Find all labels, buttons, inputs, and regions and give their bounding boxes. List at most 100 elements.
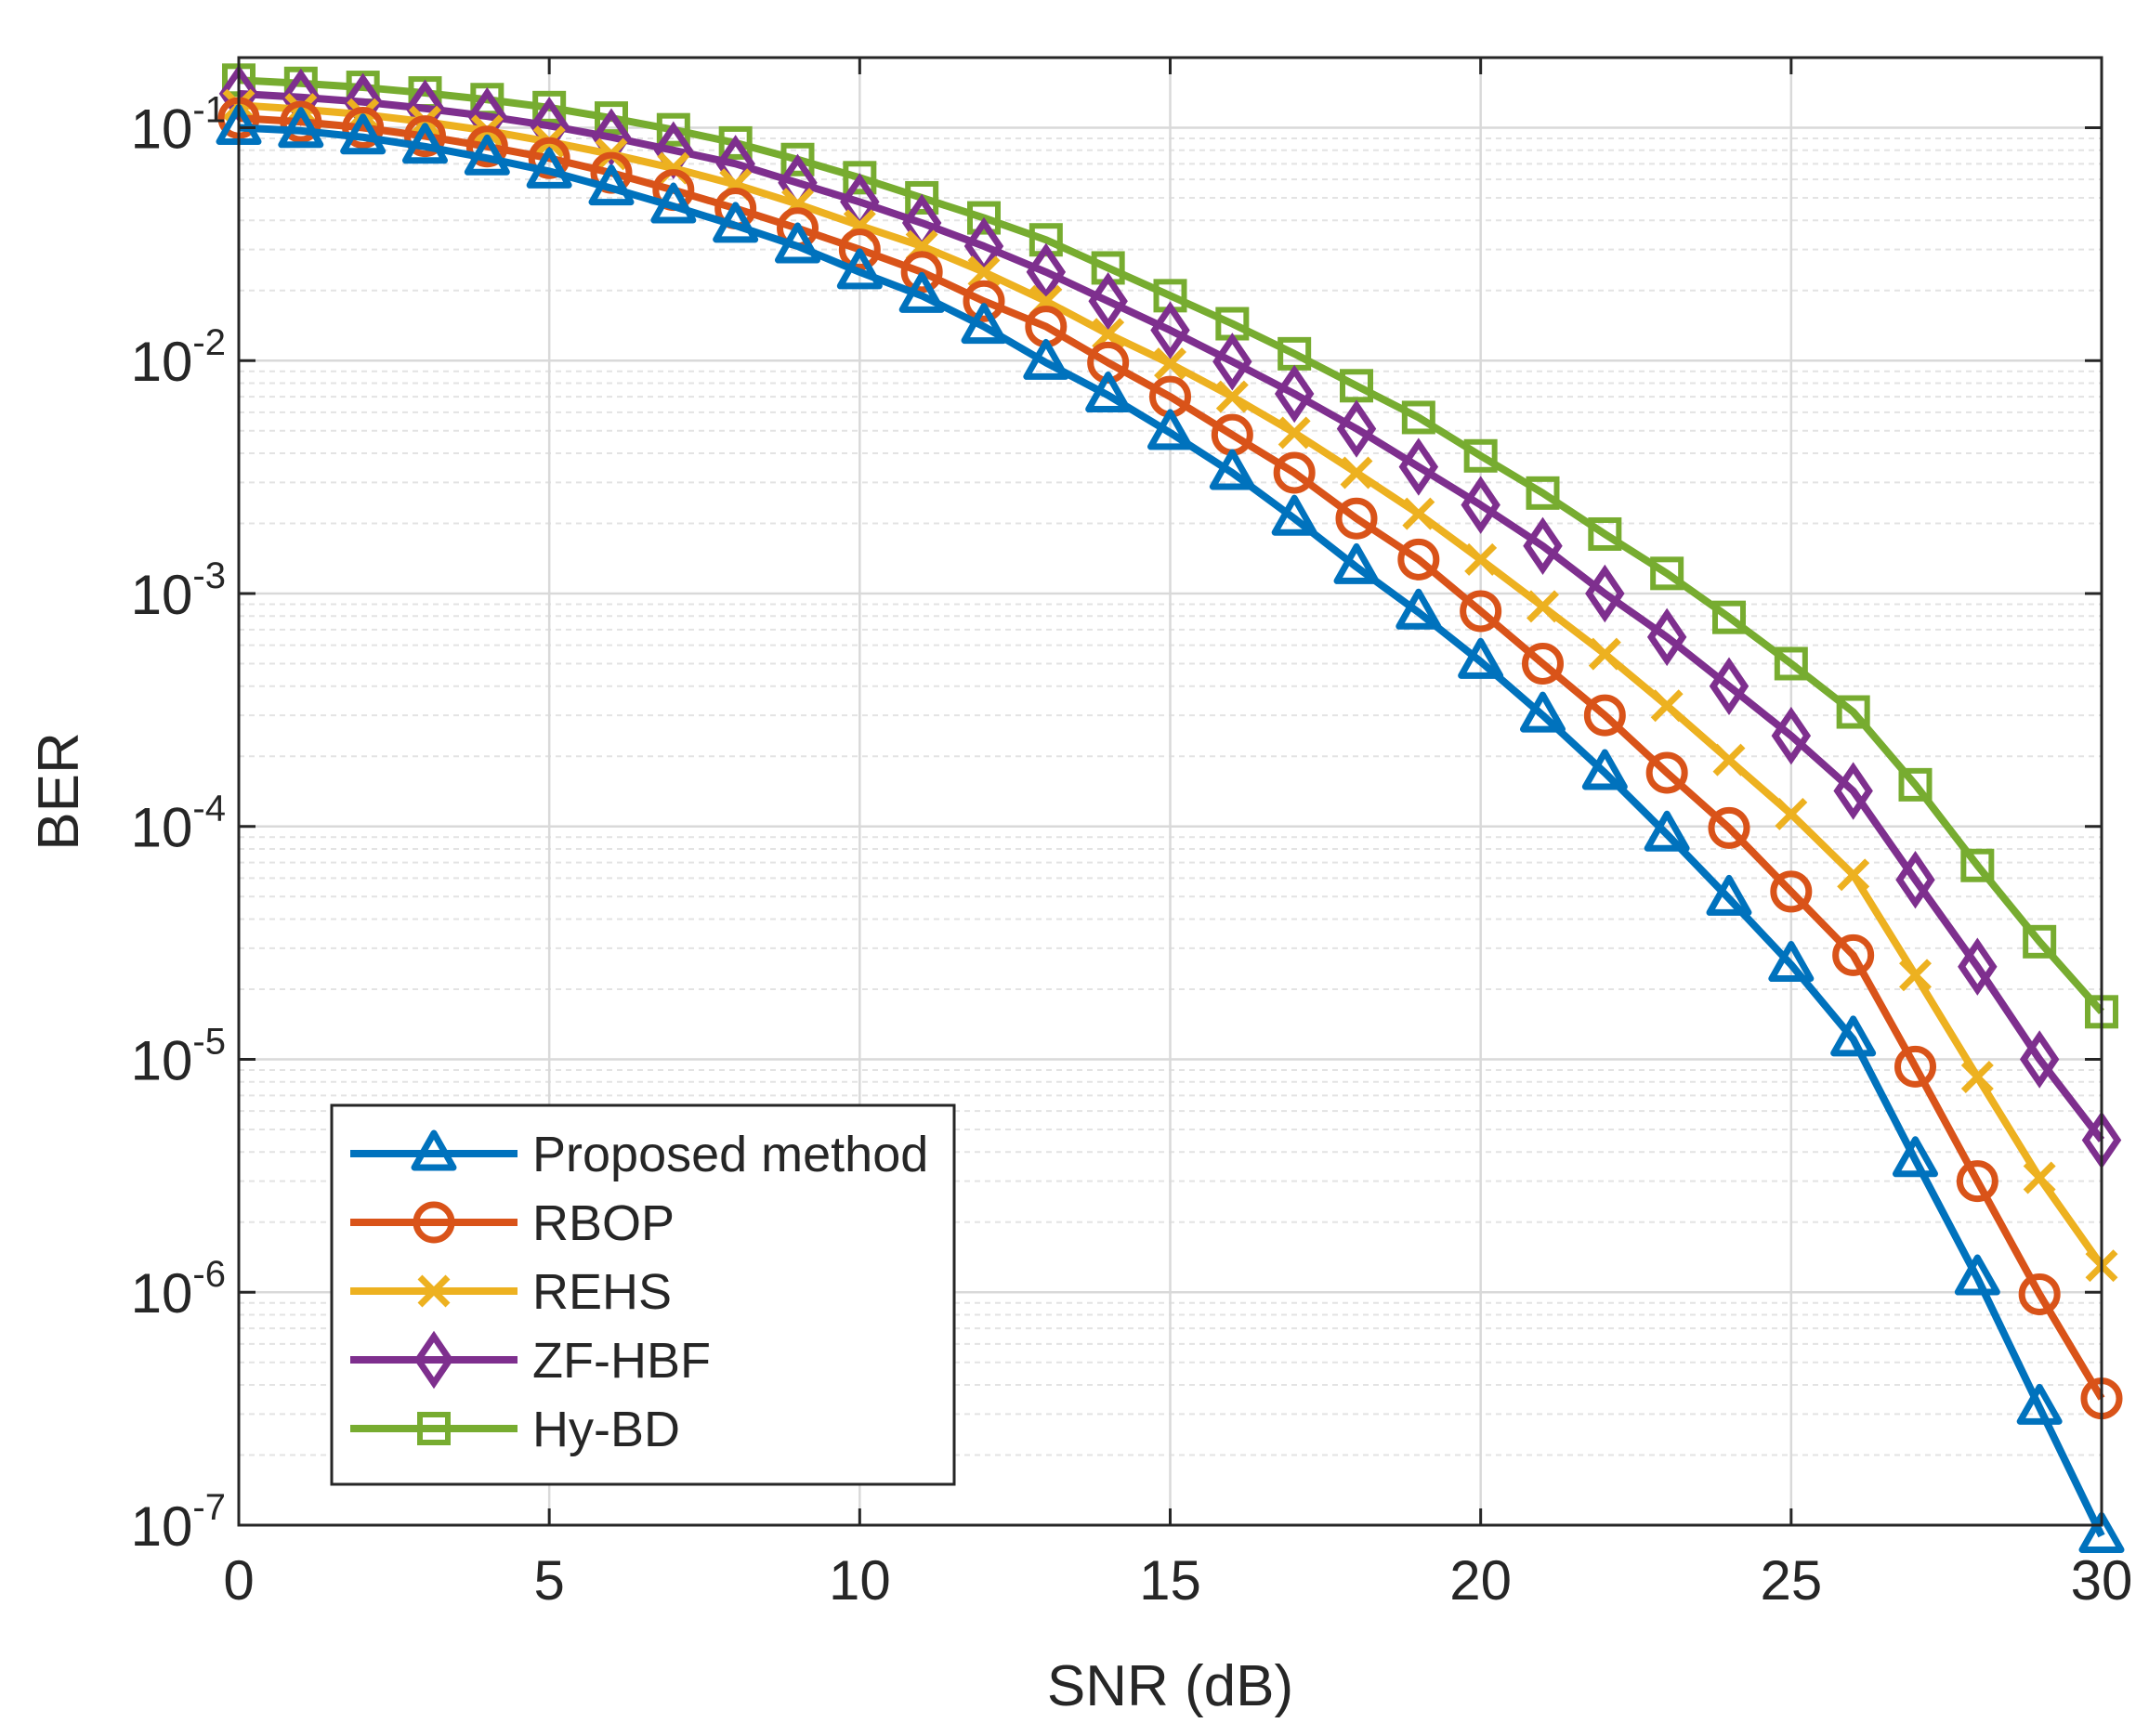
data-point-proposed-method [526,147,572,189]
legend-marker-zf-hbf [413,1330,454,1390]
data-point-rbop [465,125,508,168]
series-line-rbop [238,114,2105,1401]
data-point-rbop [1273,451,1316,494]
legend-entry-hy-bd: Hy-BD [350,1402,680,1457]
data-point-rehs [1154,347,1186,381]
data-point-rehs-stroke [1650,689,1684,723]
data-point-rehs [1215,380,1249,413]
data-point-zf-hbf [1026,242,1067,302]
data-point-rehs-stroke [1775,797,1808,830]
data-point-zf-hbf [1709,657,1749,715]
x-axis-title: SNR (dB) [1047,1654,1293,1718]
data-point-proposed-method [713,202,759,243]
data-point-rbop [1335,497,1378,540]
data-point-rehs [1837,858,1870,892]
data-point-rehs-stroke [1402,497,1435,530]
legend: Proposed method RBOP REHS ZF-HBF Hy-BD [330,1103,956,1486]
data-point-proposed-method [650,182,697,224]
data-point-rbop [1956,1160,1998,1203]
data-point-proposed-method [2078,1511,2125,1553]
y-axis-title: BER [27,732,91,850]
data-point-rehs-stroke [1899,959,1932,992]
data-point-hy-bd [656,112,690,147]
data-point-rehs [1775,797,1808,830]
data-point-rehs-stroke [2023,1161,2056,1194]
data-point-rehs [1278,416,1311,450]
data-point-rbop [1708,806,1750,849]
data-point-proposed-method [836,248,883,290]
data-point-hy-bd [1898,767,1933,802]
data-point-rehs [967,255,1001,289]
legend-label-hy-bd: Hy-BD [532,1402,680,1457]
data-point-hy-bd [1836,695,1870,729]
data-point-zf-hbf [1958,937,1998,996]
data-point-rehs [409,105,441,138]
data-point-zf-hbf [1274,364,1315,424]
legend-marker-hy-bd [417,1412,451,1445]
y-tick-label: 10-4 [131,789,226,859]
data-point-rehs [1464,542,1498,576]
data-point-rehs-stroke [409,105,441,138]
data-point-rbop [838,228,881,271]
data-point-rehs-stroke [1527,590,1559,623]
data-point-rehs-stroke [1464,542,1498,576]
data-point-zf-hbf [2019,1030,2060,1089]
data-point-hy-bd [718,125,753,160]
data-point-rbop [280,100,322,143]
data-point-zf-hbf [1646,607,1687,667]
y-tick-label: 10-3 [131,555,226,626]
data-point-proposed-method [1706,874,1752,916]
data-point-rehs [1712,743,1746,777]
legend-marker-rbop [413,1201,455,1244]
x-tick-label: 30 [2071,1549,2133,1612]
data-point-rbop [404,115,446,158]
data-point-rbop [1583,694,1626,737]
legend-entry-rehs: REHS [350,1264,672,1320]
data-point-rehs-stroke [1215,380,1249,413]
data-point-rehs [1092,318,1125,351]
data-point-rbop [1522,642,1564,685]
data-point-rbop [1894,1045,1936,1088]
data-point-hy-bd [1774,646,1808,681]
data-point-rbop [342,106,385,149]
legend-marker-proposed-method [411,1129,457,1171]
data-point-proposed-method [464,134,510,176]
data-point-hy-bd [1712,600,1746,634]
x-tick-label: 5 [533,1549,564,1612]
data-point-proposed-method [1768,941,1815,983]
data-point-hy-bd [1650,556,1684,591]
data-point-hy-bd [967,201,1001,235]
data-point-proposed-method [1209,449,1255,490]
data-point-hy-bd [2023,924,2057,959]
legend-label-zf-hbf: ZF-HBF [532,1333,711,1389]
data-point-proposed-method [1893,1136,1938,1178]
data-point-zf-hbf [1150,301,1190,359]
series-layer [216,63,2125,1553]
data-point-proposed-method [1271,494,1317,536]
x-tick-label: 25 [1760,1549,1822,1612]
data-point-proposed-method [1644,810,1690,852]
data-point-zf-hbf [1398,437,1439,496]
x-tick-label: 0 [223,1549,254,1612]
data-point-proposed-method [402,123,448,164]
y-tick-label: 10-6 [131,1254,226,1325]
legend-entry-proposed-method: Proposed method [350,1127,928,1182]
data-point-hy-bd [1401,400,1435,435]
data-point-hy-bd [1340,369,1373,403]
legend-label-proposed-method: Proposed method [532,1127,928,1182]
data-point-rehs [1402,497,1435,530]
x-tick-label: 15 [1139,1549,1201,1612]
data-point-hy-bd [1960,848,1995,882]
data-point-proposed-method [1954,1254,2000,1296]
data-point-zf-hbf [1895,850,1935,909]
data-point-proposed-method [1581,749,1628,790]
data-point-hy-bd [1463,438,1498,473]
y-tick-label: 10-1 [131,89,226,160]
data-point-zf-hbf [1088,272,1128,331]
data-point-rbop [1397,538,1440,581]
series-line-proposed-method [238,124,2105,1538]
data-point-rehs-stroke [1092,318,1125,351]
data-point-zf-hbf [1336,399,1377,458]
y-tick-label: 10-2 [131,322,226,393]
